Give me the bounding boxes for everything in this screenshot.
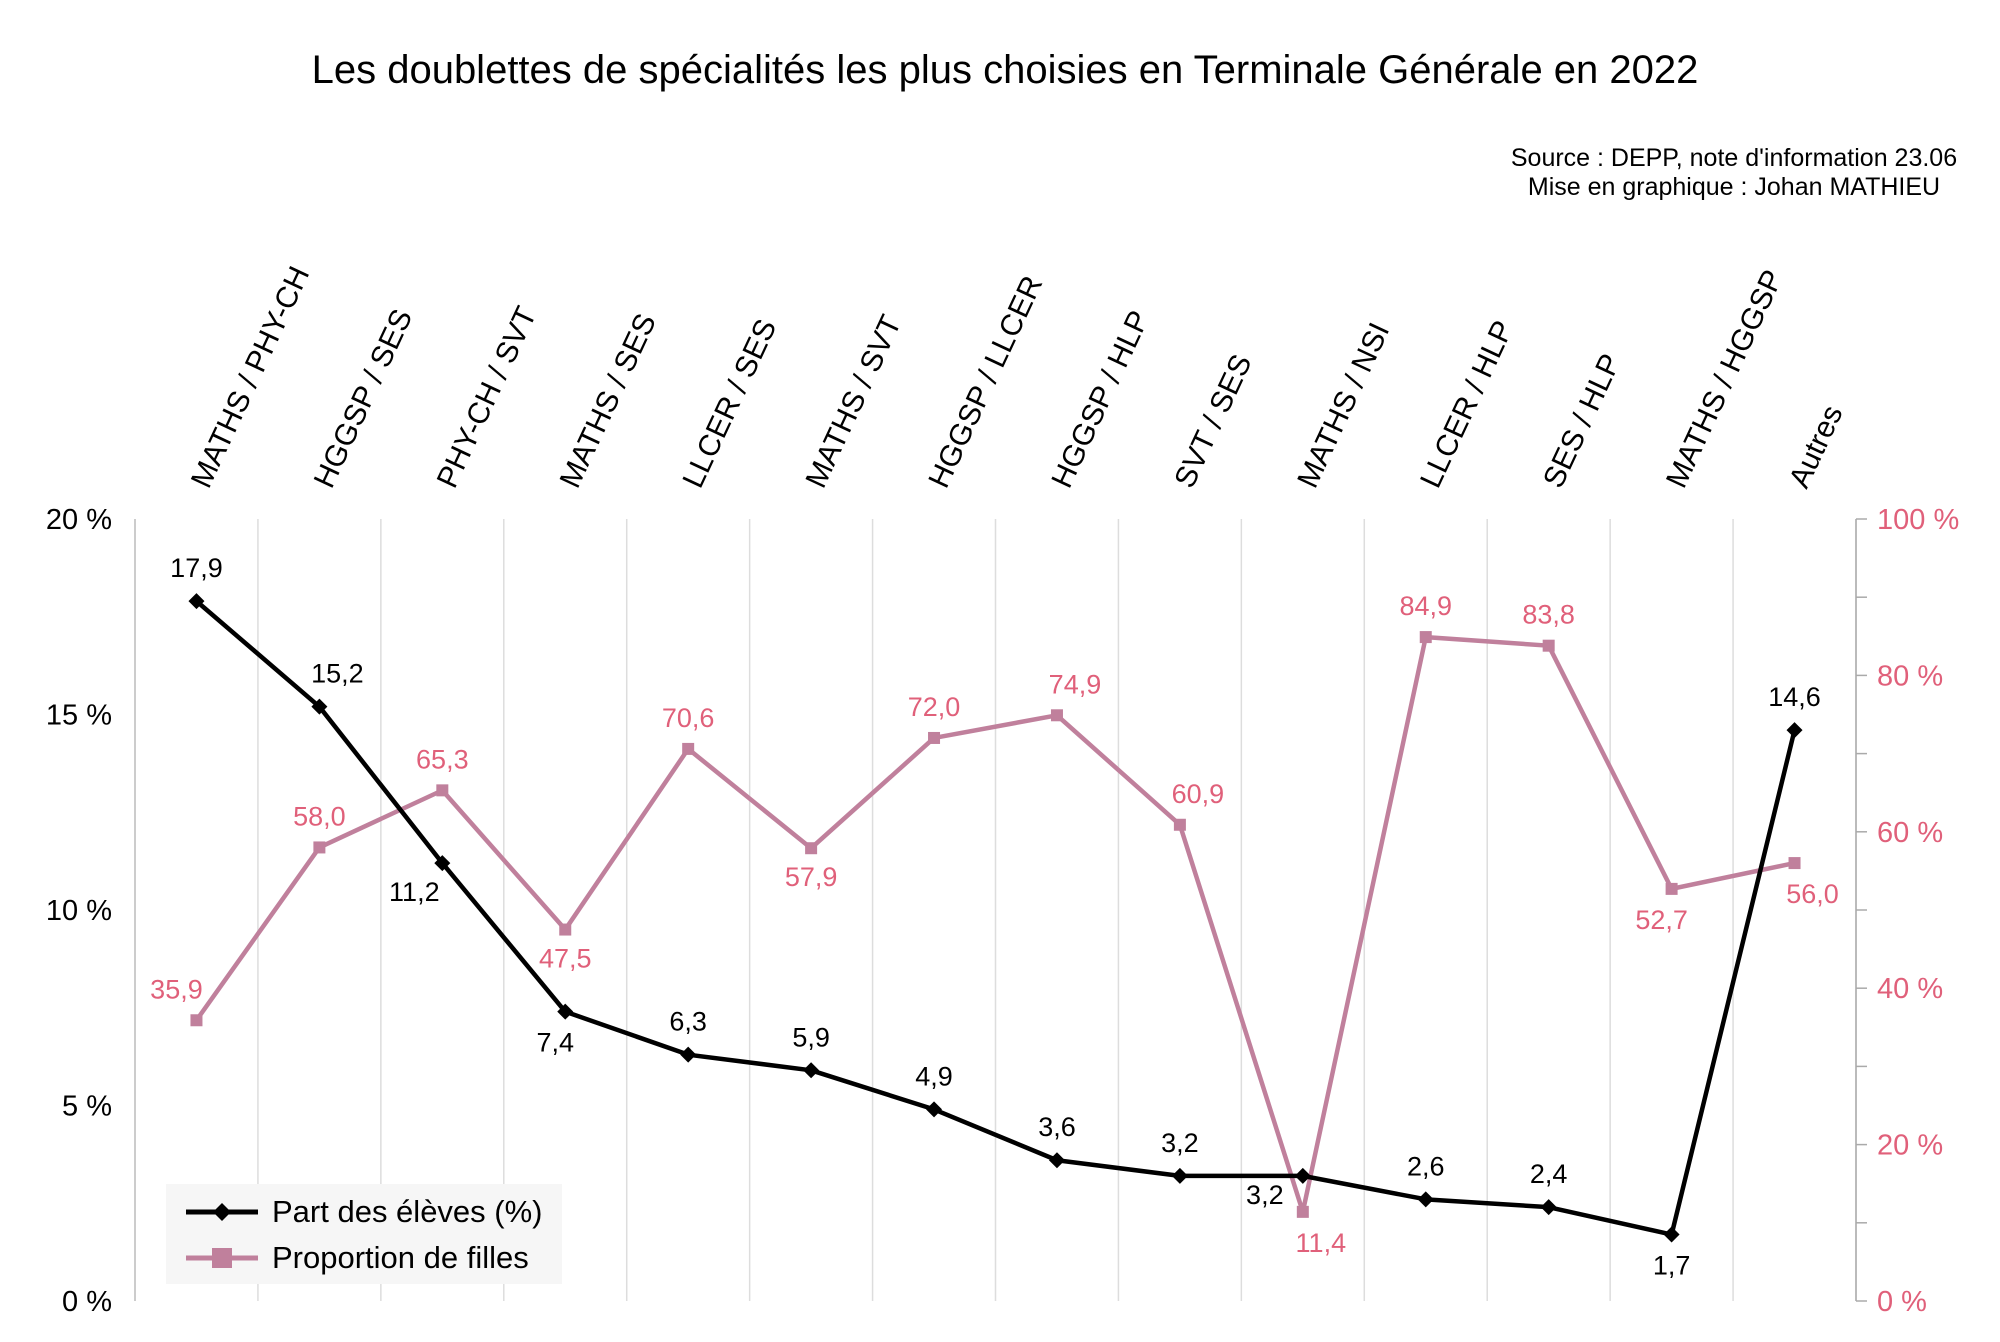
students-point-marker [1048,1152,1065,1169]
left-tick-label: 20 % [46,504,112,536]
girls-data-label: 56,0 [1786,879,1839,909]
category-label: MATHS / NSI [1291,318,1396,493]
right-tick-label: 0 % [1877,1286,1927,1318]
students-point-marker [1417,1191,1434,1208]
students-data-label: 1,7 [1653,1251,1691,1281]
source-note: Source : DEPP, note d'information 23.06 [1510,144,1958,172]
category-label: Autres [1783,400,1850,493]
girls-point-marker [805,842,818,855]
students-point-marker [188,593,205,610]
students-data-label: 17,9 [170,553,223,583]
students-point-marker [1786,722,1803,739]
series-line-students [194,599,1797,1237]
left-tick-label: 10 % [46,895,112,927]
girls-data-label: 83,8 [1522,600,1575,630]
students-point-marker [1171,1167,1188,1184]
girls-point-marker [313,841,326,854]
girls-data-label: 35,9 [150,974,203,1004]
students-data-label: 6,3 [669,1007,707,1037]
students-data-label: 5,9 [792,1022,830,1052]
right-tick-label: 80 % [1877,660,1943,692]
right-tick-label: 100 % [1877,504,1959,536]
girls-data-label: 11,4 [1296,1228,1347,1258]
right-tick-label: 40 % [1877,973,1943,1005]
students-data-label: 3,2 [1161,1128,1199,1158]
girls-point-marker [559,923,572,936]
left-tick-label: 15 % [46,700,112,732]
girls-point-marker [1665,882,1678,895]
students-point-marker [1663,1226,1680,1243]
category-label: HGGSP / LLCER [922,271,1049,493]
students-point-marker [311,698,328,715]
category-label: LLCER / SES [677,314,784,493]
category-label: MATHS / SES [554,309,663,493]
right-tick-label: 20 % [1877,1130,1943,1162]
girls-data-label: 74,9 [1049,669,1102,699]
students-data-label: 4,9 [915,1061,953,1091]
right-tick-label: 60 % [1877,817,1943,849]
legend-square-icon [186,1248,258,1268]
girls-point-marker [1788,857,1801,870]
girls-data-label: 84,9 [1399,591,1452,621]
legend: Part des élèves (%) Proportion de filles [166,1184,562,1284]
students-data-label: 14,6 [1768,682,1821,712]
category-label: MATHS / PHY-CH [185,261,316,492]
credit-note: Mise en graphique : Johan MATHIEU [1527,173,1941,201]
students-data-label: 15,2 [311,659,364,689]
category-label: MATHS / HGGSP [1660,265,1790,493]
category-label: HGGSP / HLP [1045,306,1156,493]
girls-data-label: 52,7 [1635,905,1688,935]
girls-data-label: 57,9 [785,862,838,892]
category-label: HGGSP / SES [308,304,419,493]
students-point-marker [803,1062,820,1079]
legend-label: Proportion de filles [272,1240,529,1275]
girls-data-label: 72,0 [908,692,961,722]
students-point-marker [1294,1167,1311,1184]
chart-title: Les doublettes de spécialités les plus c… [311,48,1699,92]
girls-data-label: 70,6 [662,703,715,733]
students-data-label: 2,6 [1407,1151,1445,1181]
category-label: SVT / SES [1168,350,1258,493]
students-data-label: 3,2 [1246,1180,1284,1210]
category-label: MATHS / SVT [800,310,909,493]
students-data-label: 11,2 [389,877,440,907]
girls-point-marker [1173,818,1186,831]
girls-point-marker [1050,709,1063,722]
students-point-marker [926,1101,943,1118]
girls-point-marker [1419,631,1432,644]
girls-data-label: 60,9 [1172,779,1225,809]
legend-item-girls: Proportion de filles [184,1236,529,1280]
girls-data-label: 58,0 [293,801,346,831]
girls-data-label: 65,3 [416,744,469,774]
series-line-girls [194,634,1795,1215]
students-data-label: 7,4 [536,1028,574,1058]
legend-item-students: Part des élèves (%) [184,1190,543,1234]
students-point-marker [557,1003,574,1020]
girls-data-label: 47,5 [539,944,592,974]
girls-point-marker [1542,639,1555,652]
students-point-marker [434,855,451,872]
left-tick-label: 0 % [62,1286,112,1318]
category-label: SES / HLP [1537,349,1628,493]
students-data-label: 2,4 [1530,1159,1568,1189]
students-data-label: 3,6 [1038,1112,1076,1142]
legend-diamond-icon [186,1203,258,1221]
girls-point-marker [682,742,695,755]
left-tick-label: 5 % [62,1091,112,1123]
category-label: PHY-CH / SVT [431,302,544,493]
category-label: LLCER / HLP [1414,316,1520,493]
girls-point-marker [928,731,941,744]
girls-point-marker [1296,1205,1309,1218]
girls-point-marker [436,784,449,797]
students-point-marker [680,1046,697,1063]
girls-point-marker [190,1014,203,1027]
legend-label: Part des élèves (%) [272,1194,543,1229]
students-point-marker [1540,1199,1557,1216]
